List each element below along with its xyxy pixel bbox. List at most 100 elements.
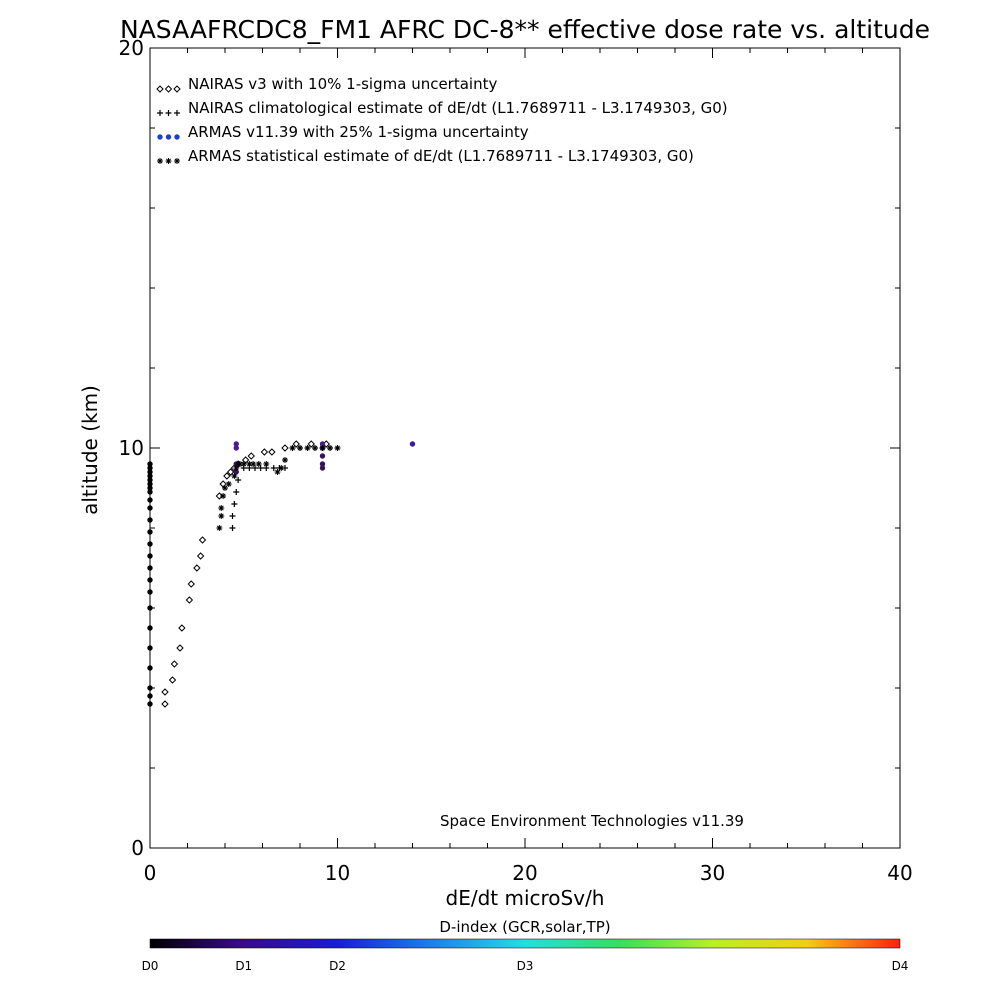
dot-marker: [147, 505, 153, 511]
asterisk-marker: [334, 445, 341, 451]
dot-marker: [147, 589, 153, 595]
dot-marker: [409, 441, 416, 447]
asterisk-marker: [165, 158, 172, 164]
y-axis-ticks: [150, 47, 900, 849]
legend-label: ARMAS statistical estimate of dE/dt (L1.…: [188, 147, 694, 165]
plot-frame: [149, 47, 901, 849]
plus-marker: [233, 489, 240, 495]
dot-marker: [147, 469, 153, 475]
diamond-marker: [226, 468, 235, 476]
diamond-marker: [223, 472, 231, 480]
legend-label: NAIRAS v3 with 10% 1-sigma uncertainty: [188, 75, 497, 93]
legend-item: NAIRAS climatological estimate of dE/dt …: [157, 99, 728, 117]
dot-marker: [147, 565, 153, 571]
dot-marker: [147, 465, 153, 471]
x-tick-label: 40: [887, 861, 912, 885]
dot-marker: [147, 461, 153, 467]
asterisk-marker: [240, 461, 247, 467]
asterisk-marker: [246, 461, 253, 467]
diamond-marker: [187, 580, 195, 588]
dot-marker: [319, 461, 326, 467]
dot-marker: [147, 553, 153, 559]
series-diamond: [161, 440, 330, 708]
x-axis-label: dE/dt microSv/h: [446, 886, 605, 910]
diamond-marker: [170, 660, 179, 668]
diamond-marker: [164, 85, 173, 93]
diamond-marker: [247, 452, 255, 460]
asterisk-marker: [282, 457, 288, 463]
colorbar: [149, 938, 901, 949]
asterisk-marker: [304, 445, 311, 451]
y-tick-label: 0: [131, 836, 144, 860]
dot-marker: [165, 134, 172, 140]
x-tick-label: 30: [700, 861, 725, 885]
y-tick-label: 10: [119, 436, 144, 460]
legend-item: ARMAS v11.39 with 25% 1-sigma uncertaint…: [157, 123, 529, 141]
plus-marker: [174, 110, 180, 116]
y-axis-label: altitude (km): [78, 385, 102, 515]
data-marks: [147, 440, 416, 708]
diamond-marker: [198, 536, 207, 544]
dot-marker: [147, 693, 153, 699]
asterisk-marker: [216, 525, 223, 531]
asterisk-marker: [237, 461, 243, 467]
dot-marker: [147, 485, 153, 491]
dot-marker: [319, 465, 326, 471]
annotation-credit: Space Environment Technologies v11.39: [440, 812, 744, 830]
diamond-marker: [161, 700, 169, 708]
asterisk-marker: [297, 445, 303, 451]
colorbar-label: D-index (GCR,solar,TP): [439, 918, 610, 936]
diamond-marker: [178, 624, 186, 632]
asterisk-marker: [278, 465, 285, 471]
asterisk-marker: [174, 158, 180, 164]
dot-marker: [147, 481, 153, 487]
dot-marker: [319, 441, 326, 447]
dot-marker: [147, 529, 153, 535]
diamond-marker: [185, 596, 194, 604]
diamond-marker: [268, 448, 276, 456]
dot-marker: [147, 685, 153, 691]
colorbar-ticks: D0 D1 D2 D3 D4: [142, 959, 909, 973]
legend-label: ARMAS v11.39 with 25% 1-sigma uncertaint…: [188, 123, 529, 141]
plus-marker: [235, 477, 242, 483]
plus-marker: [229, 513, 236, 519]
diamond-marker: [193, 564, 201, 572]
dot-marker: [147, 517, 153, 523]
asterisk-marker: [289, 445, 296, 451]
diamond-marker: [168, 676, 177, 684]
asterisk-marker: [312, 445, 318, 451]
dot-marker: [147, 497, 153, 503]
dot-marker: [233, 441, 239, 447]
plus-marker: [229, 525, 236, 531]
chart-title: NASAAFRCDC8_FM1 AFRC DC-8** effective do…: [120, 15, 930, 44]
asterisk-marker: [218, 513, 225, 519]
dot-marker: [147, 625, 153, 631]
dot-marker: [157, 134, 163, 140]
asterisk-marker: [255, 461, 262, 467]
dot-marker: [233, 445, 239, 451]
diamond-marker: [161, 688, 169, 696]
series-dot: [147, 441, 416, 707]
colorbar-tick-label: D2: [329, 959, 346, 973]
asterisk-marker: [157, 158, 163, 164]
dot-marker: [147, 541, 153, 547]
diamond-marker: [215, 492, 224, 500]
tick-labels: 0 10 20 0 10 20 30 40: [119, 36, 913, 885]
dot-marker: [147, 473, 153, 479]
dot-marker: [147, 577, 153, 583]
asterisk-marker: [222, 485, 228, 491]
colorbar-tick-label: D0: [142, 959, 159, 973]
dot-marker: [233, 469, 239, 475]
diamond-marker: [241, 456, 250, 464]
diamond-marker: [176, 644, 184, 652]
asterisk-marker: [327, 445, 333, 451]
asterisk-marker: [225, 481, 232, 487]
diamond-marker: [281, 444, 289, 452]
diamond-marker: [307, 440, 315, 448]
diamond-marker: [292, 440, 300, 448]
diamond-marker: [260, 448, 269, 456]
asterisk-marker: [220, 493, 227, 499]
plus-marker: [165, 110, 172, 116]
asterisk-marker: [218, 505, 225, 511]
